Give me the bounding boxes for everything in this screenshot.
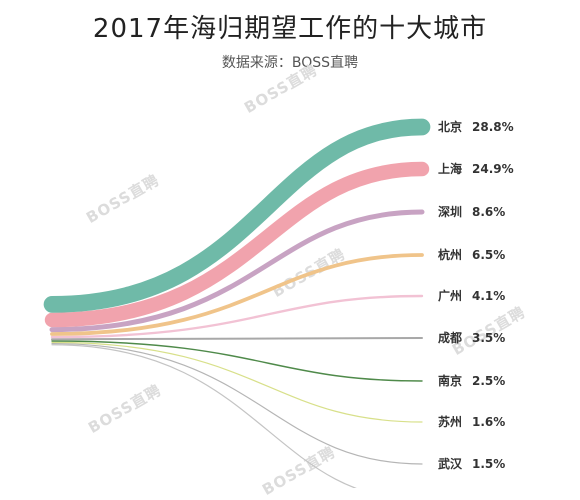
city-label: 深圳 [438,204,462,219]
chart-subtitle: 数据来源：BOSS直聘 [221,55,359,71]
value-label: 2.5% [472,374,505,388]
city-label: 北京 [438,119,462,134]
flow-北京 [43,118,431,313]
city-label: 武汉 [438,456,463,471]
value-label: 3.5% [472,331,505,345]
flow-武汉 [51,342,423,465]
value-label: 4.1% [472,289,505,303]
city-label: 苏州 [438,414,462,429]
flow-深圳 [49,209,425,333]
city-label: 杭州 [438,247,462,262]
flow-南京 [51,340,423,382]
chart-title: 2017年海归期望工作的十大城市 [92,14,488,44]
city-label: 南京 [438,373,462,388]
value-label: 1.5% [472,457,505,471]
value-label: 24.9% [472,162,514,176]
flow-chart: 北京 28.8% 上海 24.9% 深圳 8.6% 杭州 6.5% 广州 4.1% 成都 3.5% 南京… [43,118,514,488]
value-label: 28.8% [472,120,514,134]
flow-杭州 [50,253,424,336]
flow-广州 [50,294,424,339]
flow-上海 [44,161,430,328]
flow-成都 [50,336,424,341]
city-label: 广州 [438,288,462,303]
city-label: 上海 [438,161,462,176]
flow-other [51,344,357,488]
flow-苏州 [51,341,423,423]
value-label: 1.6% [472,415,505,429]
value-label: 8.6% [472,205,505,219]
city-label: 成都 [438,330,462,345]
value-label: 6.5% [472,248,505,262]
